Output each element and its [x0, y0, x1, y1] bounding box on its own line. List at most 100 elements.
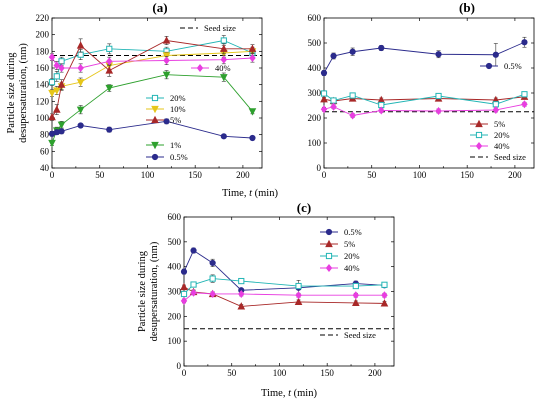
y-tick-label: 200 — [168, 311, 182, 321]
x-axis-title-bottom: Time, t (min) — [261, 388, 317, 399]
y-tick-label: 400 — [308, 63, 322, 73]
data-point — [349, 92, 356, 99]
y-tick-label: 60 — [40, 146, 50, 156]
data-point — [380, 299, 389, 307]
x-tick-label: 200 — [236, 170, 250, 180]
data-point — [163, 56, 170, 65]
y-tick-label: 100 — [308, 138, 322, 148]
y-tick-label: 200 — [36, 30, 50, 40]
series-line — [323, 41, 525, 74]
data-point — [162, 36, 171, 44]
x-tick-label: 150 — [460, 170, 474, 180]
legend-label: 20% — [494, 130, 510, 140]
data-point — [435, 107, 442, 115]
data-point — [180, 268, 188, 275]
y-tick-label: 80 — [40, 130, 50, 140]
panel-b: 0 50 100 150 200 0 100 200 300 400 500 600 (b) 0.5% 5%… — [308, 0, 535, 180]
plot-frame — [51, 17, 263, 169]
data-point — [349, 111, 356, 120]
x-tick-label: 0 — [322, 170, 327, 180]
x-tick-label: 100 — [141, 170, 155, 180]
legend-marker — [151, 115, 159, 124]
legend-label: 40% — [344, 263, 360, 273]
x-tick-label: 150 — [188, 170, 202, 180]
data-point — [180, 282, 188, 291]
legend-item: 40% — [320, 263, 360, 273]
series-40pct — [320, 100, 528, 120]
legend-label: 0.5% — [170, 152, 188, 162]
series-0-5pct — [48, 118, 256, 142]
data-point — [320, 105, 328, 114]
data-point — [162, 52, 171, 60]
data-point — [48, 79, 56, 86]
legend-marker — [151, 141, 159, 150]
legend-marker — [325, 228, 333, 236]
data-point — [220, 55, 228, 64]
legend-item: 10% — [146, 104, 186, 114]
legend-label: 1% — [170, 140, 181, 150]
y-axis-title-line2: desupersaturation, (nm) — [18, 43, 29, 143]
data-point — [378, 44, 385, 52]
panel-label: (c) — [297, 200, 311, 215]
y-axis-title-line1: Particle size during — [137, 250, 148, 332]
legend-marker — [325, 252, 333, 260]
y-tick-label: 160 — [36, 63, 50, 73]
data-point — [330, 97, 337, 104]
data-point — [435, 51, 442, 58]
y-axis-title: Particle size duringdesupersaturation, (… — [6, 43, 29, 143]
data-point — [190, 247, 197, 254]
data-point — [106, 126, 113, 133]
data-point — [330, 102, 337, 111]
data-point — [105, 66, 114, 74]
y-tick-label: 500 — [168, 237, 182, 247]
data-point — [105, 84, 114, 93]
legend-item: Seed size — [180, 23, 236, 33]
data-point — [435, 92, 442, 100]
x-axis-title-var: t — [288, 388, 292, 399]
data-point — [52, 87, 61, 95]
data-point — [180, 290, 188, 298]
legend-item: 40% — [191, 63, 231, 73]
y-tick-label: 400 — [168, 262, 182, 272]
data-point — [77, 64, 84, 72]
data-point — [190, 288, 197, 297]
data-point — [381, 291, 388, 300]
y-tick-label: 220 — [36, 13, 50, 23]
legend-marker — [151, 94, 159, 102]
panel-label: (a) — [152, 0, 167, 15]
x-axis-title-suffix: (min) — [291, 388, 317, 399]
legend-label: Seed size — [344, 330, 376, 340]
x-axis-title-top: Time, t (min) — [222, 188, 278, 199]
x-tick-label: 200 — [508, 170, 522, 180]
legend-label: 40% — [215, 63, 231, 73]
x-tick-label: 100 — [273, 368, 287, 378]
y-tick-label: 180 — [36, 46, 50, 56]
data-point — [48, 139, 56, 148]
panel-c: 0 50 100 150 200 0 100 200 300 400 500 600 (c) 0.5% 5%… — [137, 200, 395, 378]
data-point — [163, 118, 170, 125]
legend-label: Seed size — [494, 152, 526, 162]
data-point — [76, 106, 85, 114]
legend-label: 5% — [170, 115, 181, 125]
data-point — [190, 281, 197, 288]
series-40pct — [48, 53, 256, 73]
legend-item: 0.5% — [480, 61, 522, 71]
data-point — [492, 51, 499, 58]
data-point — [220, 37, 227, 44]
data-point — [521, 100, 528, 109]
y-tick-label: 120 — [36, 96, 50, 106]
data-point — [53, 73, 60, 80]
data-point — [352, 291, 360, 300]
legend-label: 5% — [344, 239, 355, 249]
data-point — [52, 105, 61, 113]
data-point — [209, 275, 216, 282]
data-point — [378, 106, 385, 115]
data-point — [48, 53, 56, 62]
data-point — [209, 289, 216, 298]
data-point — [58, 128, 65, 135]
x-tick-label: 50 — [95, 170, 105, 180]
x-tick-label: 150 — [320, 368, 334, 378]
data-point — [381, 281, 388, 288]
legend-label: 10% — [170, 104, 186, 114]
